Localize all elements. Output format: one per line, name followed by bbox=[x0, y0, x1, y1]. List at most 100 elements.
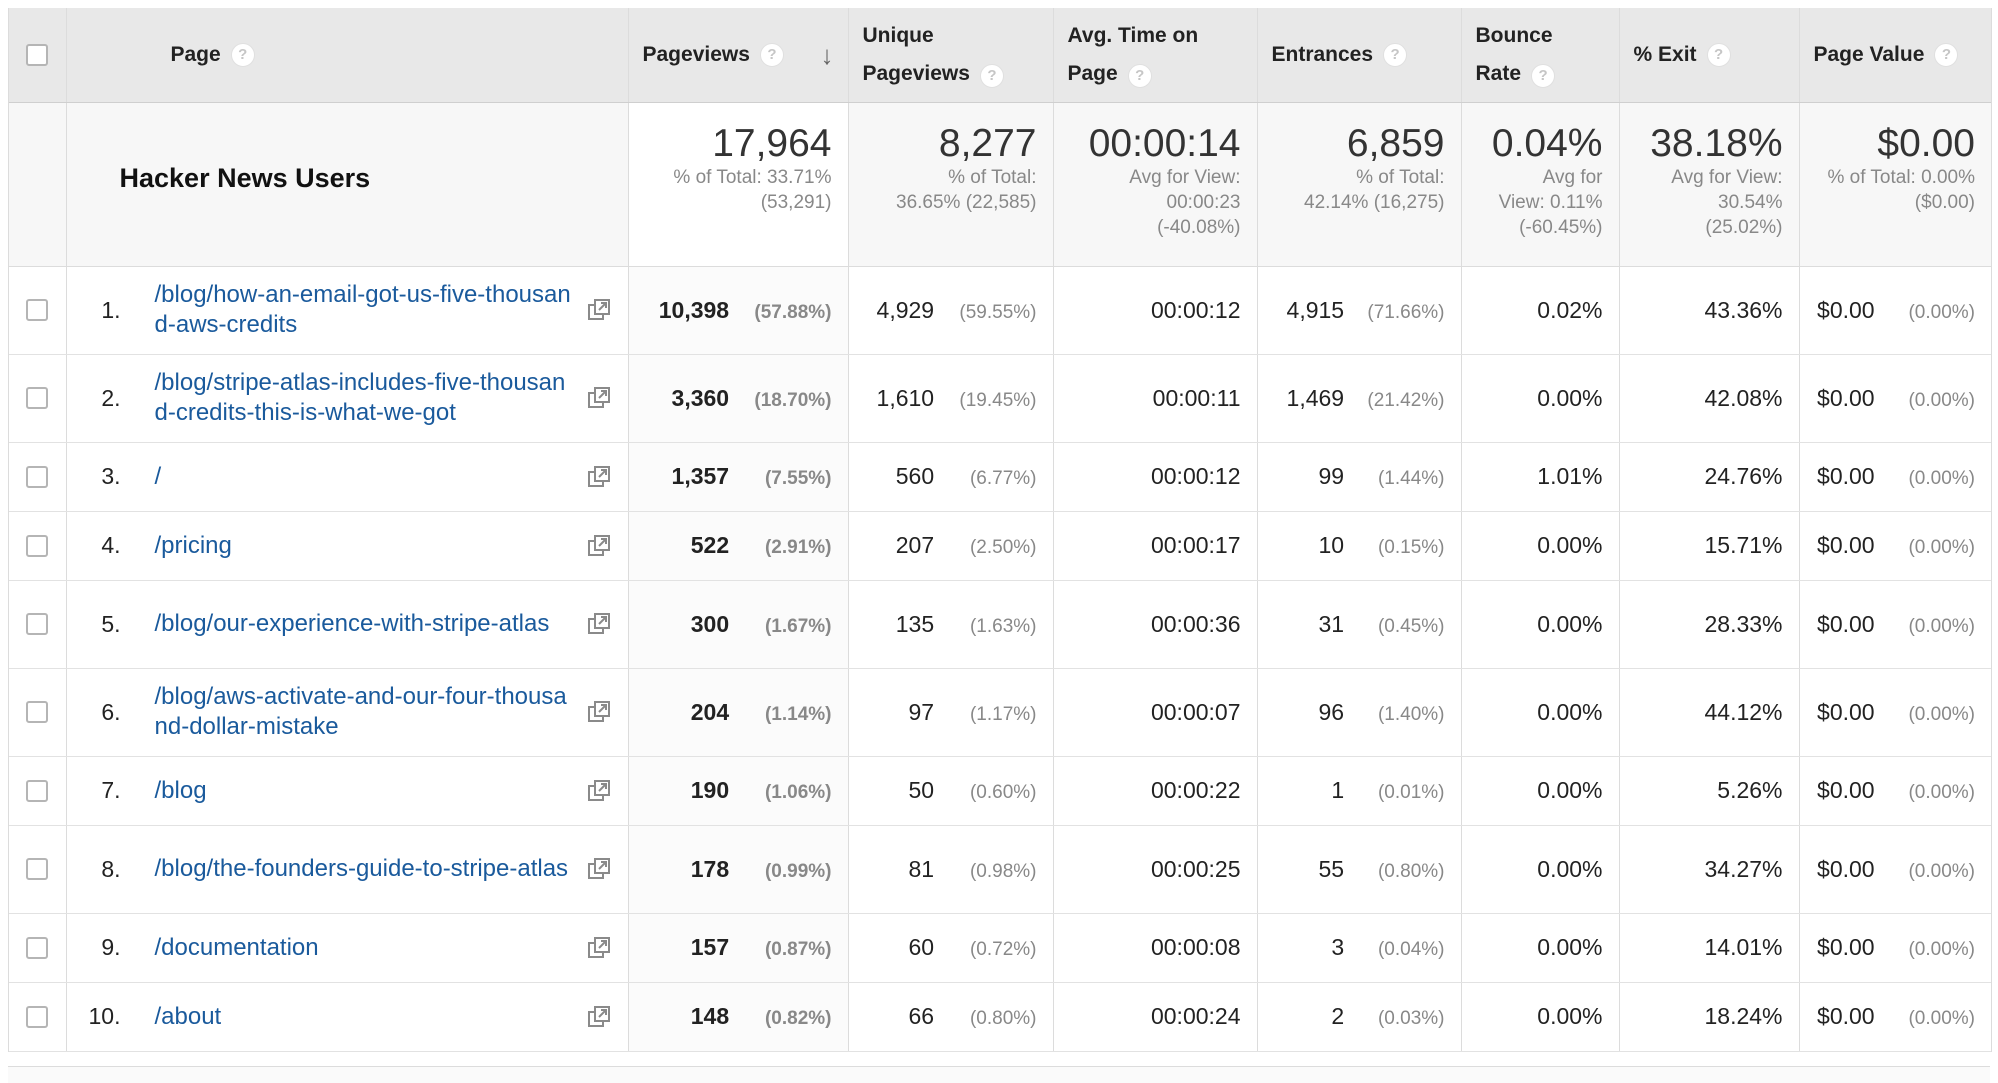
unique-pageviews-percent: (0.72%) bbox=[969, 939, 1037, 960]
help-icon[interactable]: ? bbox=[1934, 42, 1959, 67]
open-in-new-window-icon[interactable] bbox=[586, 385, 612, 411]
column-header-unique-pageviews[interactable]: Unique Pageviews? bbox=[848, 8, 1054, 103]
page-link[interactable]: /blog/the-founders-guide-to-stripe-atlas bbox=[154, 855, 569, 882]
page-link[interactable]: /blog bbox=[154, 776, 207, 804]
open-in-new-window-icon[interactable] bbox=[586, 856, 612, 882]
column-header-entrances[interactable]: Entrances ? bbox=[1257, 8, 1462, 103]
page-value-cell: $0.00 (0.00%) bbox=[1799, 580, 1991, 669]
open-in-new-window-icon[interactable] bbox=[586, 464, 612, 490]
open-in-new-window-icon[interactable] bbox=[586, 778, 612, 804]
open-in-new-window-icon[interactable] bbox=[586, 1004, 612, 1030]
page-cell: 7. /blog bbox=[66, 756, 629, 826]
row-checkbox[interactable] bbox=[26, 534, 49, 557]
column-label-exit[interactable]: % Exit bbox=[1633, 42, 1697, 66]
open-in-new-window-icon[interactable] bbox=[586, 533, 612, 559]
avg-time-value: 00:00:11 bbox=[1152, 384, 1241, 411]
page-link[interactable]: / bbox=[154, 462, 162, 490]
pageviews-cell: 1,357 (7.55%) bbox=[628, 442, 849, 512]
page-link[interactable]: /documentation bbox=[154, 933, 319, 961]
row-checkbox[interactable] bbox=[26, 613, 49, 635]
summary-subtext: Avg for View: bbox=[1671, 166, 1783, 188]
row-checkbox-cell[interactable] bbox=[9, 756, 67, 826]
page-link[interactable]: /pricing bbox=[154, 531, 232, 559]
row-checkbox-cell[interactable] bbox=[9, 668, 67, 757]
row-checkbox[interactable] bbox=[26, 1005, 49, 1028]
column-label-line: Rate bbox=[1475, 61, 1522, 85]
help-icon[interactable]: ? bbox=[230, 42, 255, 67]
help-icon[interactable]: ? bbox=[979, 63, 1004, 88]
help-icon[interactable]: ? bbox=[759, 42, 784, 67]
column-label-pageviews[interactable]: Pageviews bbox=[642, 42, 750, 66]
page-value-value: $0.00 bbox=[1817, 855, 1875, 882]
open-in-new-window-icon[interactable] bbox=[586, 935, 612, 961]
column-label-page-value[interactable]: Page Value bbox=[1813, 42, 1925, 66]
row-checkbox[interactable] bbox=[26, 858, 49, 880]
row-index: 3. bbox=[101, 463, 121, 489]
bounce-rate-value: 0.00% bbox=[1537, 384, 1603, 411]
page-cell: 8. /blog/the-founders-guide-to-stripe-at… bbox=[66, 825, 629, 914]
row-checkbox[interactable] bbox=[26, 936, 49, 959]
row-checkbox-cell[interactable] bbox=[9, 354, 67, 443]
select-all-checkbox[interactable] bbox=[26, 43, 49, 66]
row-checkbox-cell[interactable] bbox=[9, 580, 67, 669]
row-checkbox[interactable] bbox=[26, 701, 49, 723]
column-header-avg-time[interactable]: Avg. Time on Page? bbox=[1053, 8, 1258, 103]
open-in-new-window-icon[interactable] bbox=[586, 611, 612, 637]
column-label-bounce-rate[interactable]: Bounce Rate? bbox=[1476, 17, 1556, 93]
entrances-value: 1,469 bbox=[1286, 384, 1345, 411]
bounce-rate-value: 0.02% bbox=[1537, 296, 1603, 323]
column-header-page[interactable]: Page ? bbox=[66, 8, 629, 103]
page-cell: 3. / bbox=[66, 442, 629, 512]
column-header-exit[interactable]: % Exit ? bbox=[1619, 8, 1800, 103]
help-icon[interactable]: ? bbox=[1383, 42, 1408, 67]
help-icon[interactable]: ? bbox=[1127, 63, 1152, 88]
avg-time-cell: 00:00:24 bbox=[1053, 982, 1258, 1052]
row-checkbox[interactable] bbox=[26, 299, 49, 321]
open-in-new-window-icon[interactable] bbox=[586, 699, 612, 725]
pageviews-percent: (0.99%) bbox=[764, 860, 832, 882]
entrances-cell: 99 (1.44%) bbox=[1257, 442, 1462, 512]
entrances-value: 10 bbox=[1318, 532, 1345, 558]
page-link[interactable]: /blog/our-experience-with-stripe-atlas bbox=[154, 610, 550, 637]
row-checkbox-cell[interactable] bbox=[9, 266, 67, 355]
column-header-page-value[interactable]: Page Value ? bbox=[1799, 8, 1991, 103]
unique-pageviews-percent: (2.50%) bbox=[969, 537, 1037, 558]
open-in-new-window-icon[interactable] bbox=[586, 297, 612, 323]
page-link[interactable]: /blog/stripe-atlas-includes-five-thousan… bbox=[154, 369, 566, 426]
pageviews-percent: (57.88%) bbox=[754, 301, 832, 323]
pageviews-value: 190 bbox=[690, 777, 730, 803]
row-checkbox-cell[interactable] bbox=[9, 825, 67, 914]
bounce-rate-cell: 0.00% bbox=[1461, 668, 1620, 757]
sort-descending-icon[interactable]: ↓ bbox=[820, 39, 834, 70]
page-link[interactable]: /about bbox=[154, 1002, 222, 1030]
row-checkbox-cell[interactable] bbox=[9, 511, 67, 581]
avg-time-cell: 00:00:12 bbox=[1053, 266, 1258, 355]
page-value-percent: (0.00%) bbox=[1908, 703, 1975, 725]
entrances-cell: 31 (0.45%) bbox=[1257, 580, 1462, 669]
column-header-bounce-rate[interactable]: Bounce Rate? bbox=[1461, 8, 1620, 103]
entrances-value: 2 bbox=[1331, 1003, 1345, 1029]
column-label-avg-time[interactable]: Avg. Time on Page? bbox=[1067, 17, 1199, 93]
column-label-page[interactable]: Page bbox=[170, 42, 221, 66]
row-checkbox-cell[interactable] bbox=[9, 982, 67, 1052]
column-label-entrances[interactable]: Entrances bbox=[1271, 42, 1374, 66]
row-checkbox-cell[interactable] bbox=[9, 442, 67, 512]
row-index: 2. bbox=[101, 384, 121, 411]
unique-pageviews-value: 66 bbox=[908, 1003, 935, 1029]
row-checkbox-cell[interactable] bbox=[9, 913, 67, 983]
summary-subtext: Avg for View: bbox=[1129, 166, 1241, 188]
help-icon[interactable]: ? bbox=[1706, 42, 1731, 67]
column-label-line: Avg. Time on bbox=[1067, 23, 1199, 47]
page-link[interactable]: /blog/how-an-email-got-us-five-thousand-… bbox=[154, 281, 571, 338]
entrances-value: 1 bbox=[1331, 777, 1345, 803]
select-all-header[interactable] bbox=[9, 8, 67, 103]
bounce-rate-value: 0.00% bbox=[1537, 698, 1603, 725]
row-checkbox[interactable] bbox=[26, 465, 49, 488]
unique-pageviews-percent: (0.60%) bbox=[969, 782, 1037, 803]
page-link[interactable]: /blog/aws-activate-and-our-four-thousand… bbox=[154, 683, 567, 740]
help-icon[interactable]: ? bbox=[1531, 63, 1556, 88]
row-checkbox[interactable] bbox=[26, 387, 49, 409]
column-label-unique-pageviews[interactable]: Unique Pageviews? bbox=[863, 17, 1004, 93]
row-checkbox[interactable] bbox=[26, 779, 49, 802]
column-header-pageviews[interactable]: Pageviews ? ↓ bbox=[628, 8, 849, 103]
